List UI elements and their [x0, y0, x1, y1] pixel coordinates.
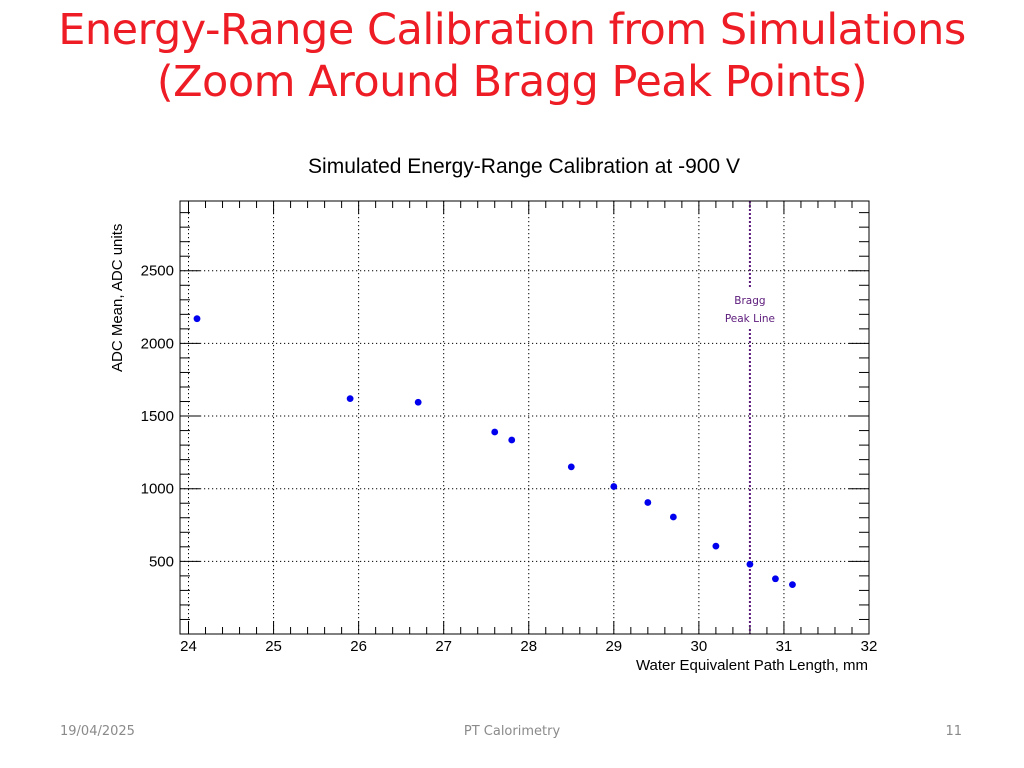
slide-title-line-2: (Zoom Around Bragg Peak Points) — [156, 57, 868, 107]
data-point — [508, 436, 516, 444]
y-tick-label: 2000 — [141, 335, 174, 352]
slide-title: Energy-Range Calibration from Simulation… — [0, 4, 1024, 108]
data-point — [567, 463, 575, 471]
data-point — [789, 581, 796, 588]
x-tick-label: 24 — [180, 638, 197, 655]
x-tick-label: 25 — [265, 638, 282, 655]
bragg-peak-annotation: Bragg Peak Line — [719, 201, 780, 634]
x-tick-label: 28 — [520, 638, 537, 655]
data-points — [193, 315, 796, 588]
x-tick-label: 32 — [861, 638, 878, 655]
chart-title: Simulated Energy-Range Calibration at -9… — [308, 155, 740, 178]
data-point — [491, 428, 499, 436]
grid-layer — [180, 201, 869, 634]
data-point — [414, 398, 422, 406]
bragg-label-line-1: Bragg — [734, 295, 765, 307]
y-tick-label: 1000 — [141, 481, 174, 498]
tick-layer: 24 25 26 27 28 29 30 31 32 500 1000 1500 2000 2500 — [141, 201, 878, 655]
y-tick-label: 1500 — [141, 408, 174, 425]
x-tick-label: 27 — [435, 638, 452, 655]
slide-title-line-1: Energy-Range Calibration from Simulation… — [58, 5, 966, 55]
data-point — [772, 575, 779, 583]
x-tick-label: 31 — [776, 638, 793, 655]
x-tick-label: 26 — [350, 638, 367, 655]
x-tick-label: 29 — [605, 638, 622, 655]
data-point — [712, 542, 720, 550]
data-point — [669, 513, 677, 521]
footer-page-number: 11 — [945, 724, 962, 739]
x-axis-label: Water Equivalent Path Length, mm — [636, 657, 868, 674]
y-tick-label: 2500 — [141, 263, 174, 280]
data-point — [644, 499, 652, 506]
y-tick-label: 500 — [149, 553, 174, 570]
bragg-label-background — [719, 289, 780, 327]
footer-center-text: PT Calorimetry — [463, 724, 561, 739]
data-point — [610, 483, 618, 490]
x-tick-label: 30 — [691, 638, 708, 655]
data-point — [746, 560, 754, 568]
bragg-label-line-2: Peak Line — [725, 313, 775, 325]
data-point — [346, 395, 354, 403]
data-point — [193, 315, 201, 323]
plot-frame — [179, 200, 870, 635]
footer-date: 19/04/2025 — [60, 724, 135, 739]
y-axis-label: ADC Mean, ADC units — [109, 224, 126, 372]
